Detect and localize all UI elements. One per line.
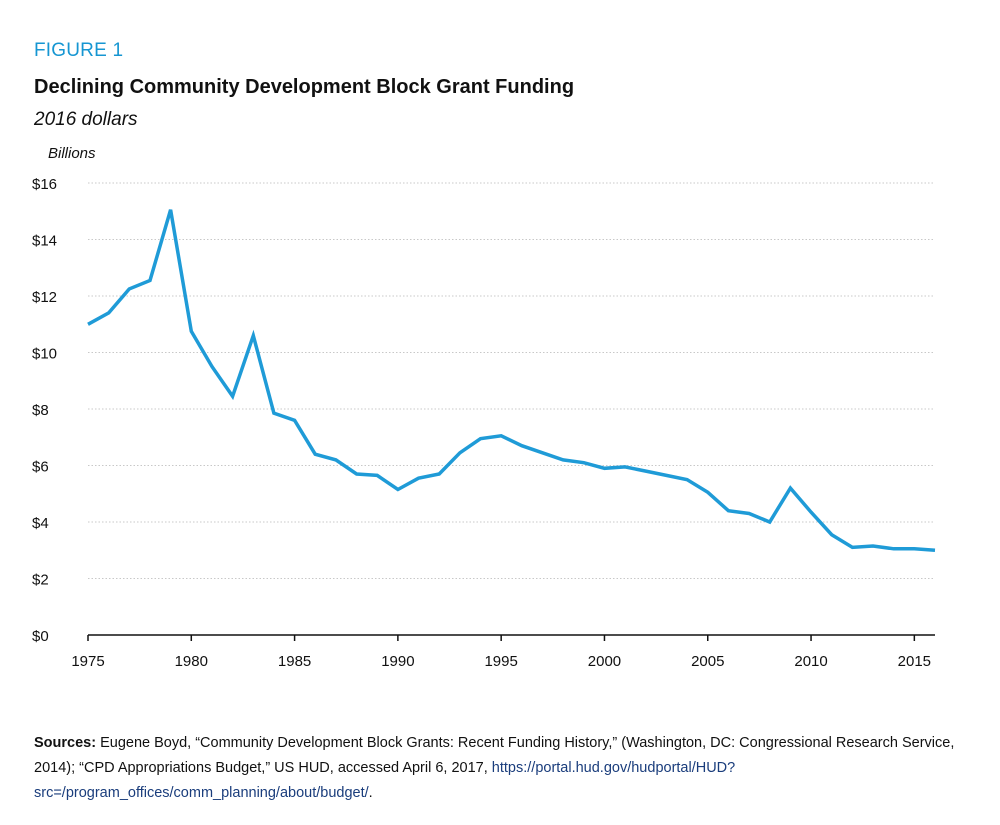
x-axis: 1975 1980 1985 1990 1995 2000 2005 2010 2015 xyxy=(71,634,935,670)
series-line xyxy=(87,209,936,553)
sources-note: Sources: Eugene Boyd, “Community Develop… xyxy=(34,731,974,806)
gridlines xyxy=(88,182,935,579)
figure-label: FIGURE 1 xyxy=(34,40,124,61)
x-tick-label: 2000 xyxy=(588,653,621,670)
y-axis-unit-label: Billions xyxy=(48,145,96,162)
y-tick-label: $14 xyxy=(32,233,57,250)
y-tick-label: $8 xyxy=(32,402,49,419)
series-layer xyxy=(87,209,936,553)
sources-label: Sources: xyxy=(34,735,97,751)
chart-title: Declining Community Development Block Gr… xyxy=(34,76,575,98)
y-tick-label: $12 xyxy=(32,289,57,306)
y-axis-ticks: $0 $2 $4 $6 $8 $10 $12 $14 $16 xyxy=(32,176,57,645)
sources-end: . xyxy=(368,785,373,801)
x-tick-label: 1980 xyxy=(175,653,208,670)
x-tick-label: 1975 xyxy=(71,653,104,670)
y-tick-label: $6 xyxy=(32,459,49,476)
chart-subtitle: 2016 dollars xyxy=(34,109,138,130)
x-tick-label: 2010 xyxy=(794,653,827,670)
x-tick-label: 1995 xyxy=(484,653,517,670)
y-tick-label: $2 xyxy=(32,572,49,589)
y-tick-label: $10 xyxy=(32,346,57,363)
y-tick-label: $0 xyxy=(32,628,49,645)
sources-link[interactable]: https://portal.hud.gov/hudportal/HUD?src… xyxy=(34,760,736,801)
y-tick-label: $16 xyxy=(32,176,57,193)
sources-text: Eugene Boyd, “Community Development Bloc… xyxy=(34,735,955,776)
x-tick-label: 1985 xyxy=(278,653,311,670)
y-tick-label: $4 xyxy=(32,515,49,532)
x-tick-label: 2015 xyxy=(898,653,931,670)
line-chart: $0$2$4$6$8$10$12$14$16 1975 1980 1985 1990 1… xyxy=(32,176,936,670)
x-tick-label: 2005 xyxy=(691,653,724,670)
x-tick-label: 1990 xyxy=(381,653,414,670)
